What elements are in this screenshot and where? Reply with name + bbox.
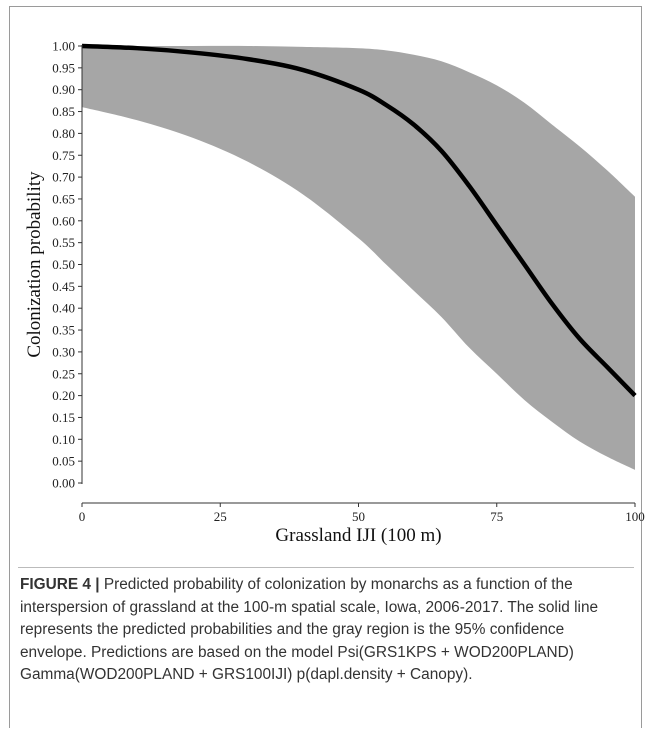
y-tick-label: 0.90 [52, 82, 75, 97]
y-tick-label: 0.05 [52, 454, 75, 469]
y-tick-label: 0.70 [52, 170, 75, 185]
x-axis-label: Grassland IJI (100 m) [275, 525, 441, 546]
y-tick-label: 0.75 [52, 148, 75, 163]
x-tick-label: 75 [490, 509, 503, 524]
figure-label: FIGURE 4 | [20, 576, 100, 593]
x-tick-label: 100 [625, 509, 645, 524]
x-tick-label: 25 [214, 509, 227, 524]
caption-divider [18, 567, 634, 568]
y-tick-label: 0.65 [52, 191, 75, 206]
y-tick-label: 0.40 [52, 301, 75, 316]
y-tick-label: 0.15 [52, 410, 75, 425]
y-tick-label: 0.20 [52, 388, 75, 403]
x-tick-label: 50 [352, 509, 365, 524]
y-tick-label: 0.00 [52, 476, 75, 491]
y-tick-label: 0.85 [52, 104, 75, 119]
y-tick-label: 0.25 [52, 366, 75, 381]
y-tick-label: 0.80 [52, 126, 75, 141]
caption-text: Predicted probability of colonization by… [20, 576, 599, 683]
y-tick-label: 0.45 [52, 279, 75, 294]
y-tick-label: 0.30 [52, 344, 75, 359]
colonization-chart: 0.00 0.05 0.10 0.15 0.20 0.25 0.30 0.35 0.40 0.45… [24, 39, 645, 547]
x-tick-label: 0 [79, 509, 86, 524]
y-tick-label: 0.35 [52, 323, 75, 338]
figure-caption: FIGURE 4 | Predicted probability of colo… [20, 574, 632, 687]
predicted-line [81, 43, 637, 398]
y-tick-label: 1.00 [52, 39, 75, 54]
y-axis-label: Colonization probability [24, 171, 45, 358]
confidence-band [82, 45, 635, 470]
y-tick-label: 0.95 [52, 60, 75, 75]
y-tick-label: 0.10 [52, 432, 75, 447]
figure-frame [9, 6, 642, 728]
y-tick-label: 0.60 [52, 213, 75, 228]
y-tick-label: 0.50 [52, 257, 75, 272]
y-tick-label: 0.55 [52, 235, 75, 250]
